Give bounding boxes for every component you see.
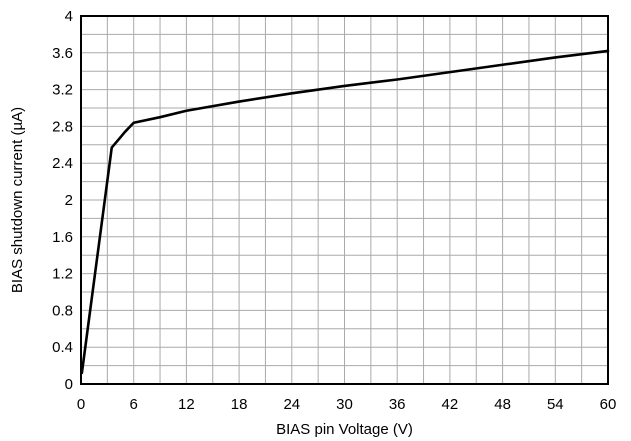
x-tick-label: 24 — [283, 396, 300, 413]
y-tick-label: 1.6 — [52, 229, 73, 246]
y-tick-label: 2 — [65, 192, 73, 209]
y-axis-label: BIAS shutdown current (µA) — [9, 107, 26, 293]
y-tick-label: 0 — [65, 376, 73, 393]
series-layer — [80, 49, 610, 375]
y-tick-label: 1.2 — [52, 266, 73, 283]
plot-area-frame — [80, 15, 609, 385]
y-tick-label: 3.6 — [52, 45, 73, 62]
x-tick-label: 54 — [547, 396, 564, 413]
x-tick-label: 6 — [130, 396, 138, 413]
x-axis-tick-labels: 0 6 12 18 24 30 36 42 48 54 60 — [77, 396, 617, 413]
x-tick-label: 60 — [600, 396, 617, 413]
series-line-0 — [80, 49, 610, 375]
x-tick-label: 12 — [178, 396, 195, 413]
x-tick-label: 30 — [336, 396, 353, 413]
x-tick-label: 18 — [231, 396, 248, 413]
grid — [81, 16, 608, 384]
y-tick-label: 0.8 — [52, 302, 73, 319]
y-tick-label: 0.4 — [52, 339, 73, 356]
x-tick-label: 48 — [494, 396, 511, 413]
y-tick-label: 3.2 — [52, 82, 73, 99]
y-tick-label: 2.8 — [52, 118, 73, 135]
x-tick-label: 36 — [389, 396, 406, 413]
x-axis-label: BIAS pin Voltage (V) — [276, 421, 413, 438]
y-tick-label: 4 — [65, 8, 73, 25]
y-axis-tick-labels: 0 0.4 0.8 1.2 1.6 2 2.4 2.8 3.2 3.6 4 — [52, 8, 73, 393]
x-tick-label: 42 — [442, 396, 459, 413]
y-tick-label: 2.4 — [52, 155, 73, 172]
x-tick-label: 0 — [77, 396, 85, 413]
